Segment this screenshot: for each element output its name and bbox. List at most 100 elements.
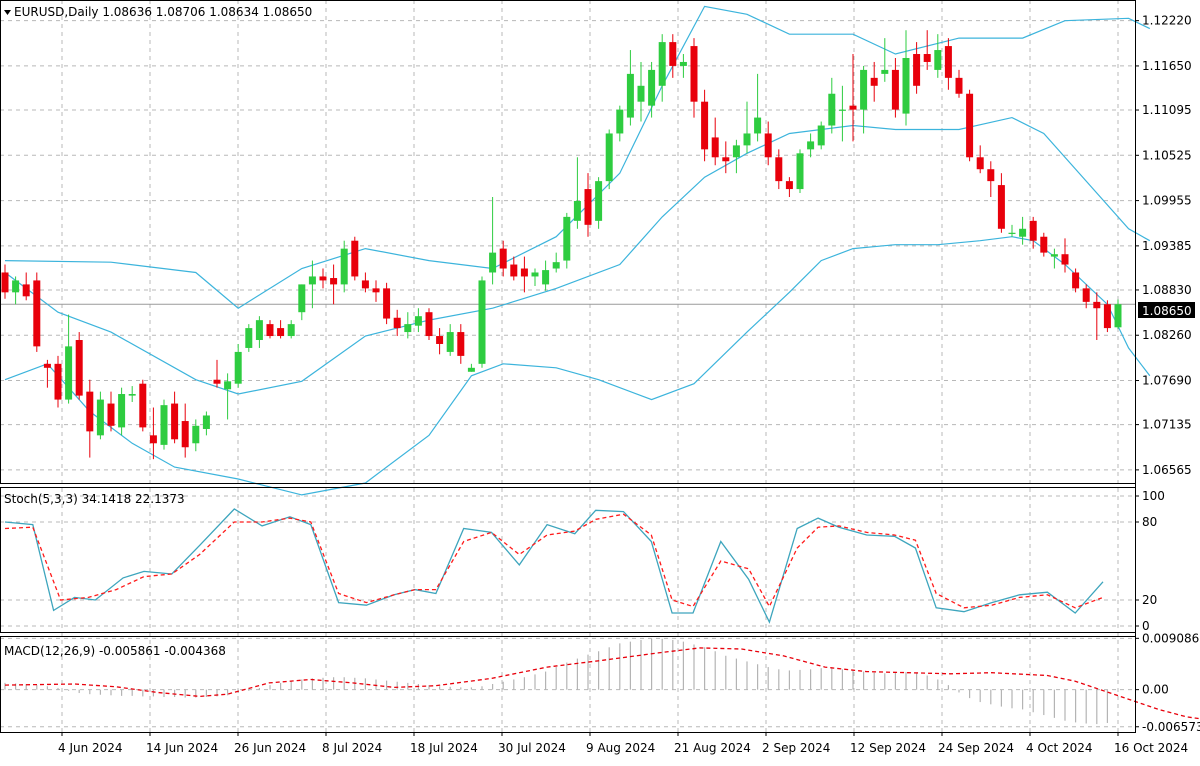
candle-body	[1061, 254, 1069, 265]
candle	[785, 177, 793, 198]
stoch-tick-label: 0	[1142, 619, 1150, 633]
candle	[266, 320, 274, 339]
candle	[510, 256, 518, 281]
candle-body	[43, 363, 51, 368]
candle-body	[754, 117, 762, 134]
macd-signal-line	[4, 647, 1200, 720]
candle-body	[775, 157, 783, 182]
candle	[372, 280, 380, 302]
candle	[690, 38, 698, 118]
candle	[775, 149, 783, 190]
candle	[626, 50, 634, 126]
candle	[849, 54, 857, 142]
candle	[277, 320, 285, 339]
candle-body	[139, 383, 147, 428]
candle-body	[1040, 236, 1048, 253]
candle	[171, 391, 179, 444]
candle	[43, 359, 51, 388]
candle-body	[669, 42, 677, 66]
candle	[881, 38, 889, 82]
candle	[595, 177, 603, 229]
candle	[1, 264, 9, 299]
macd-tick-label: 0.00	[1142, 683, 1169, 697]
candle-body	[446, 332, 454, 352]
candle	[616, 105, 624, 142]
candle-body	[255, 320, 263, 341]
candle-body	[1082, 288, 1090, 302]
price-tick-label: 1.09955	[1142, 194, 1192, 208]
candle-body	[796, 153, 804, 190]
candle-body	[1019, 228, 1027, 237]
candle	[743, 101, 751, 154]
candle	[637, 61, 645, 122]
candle-body	[192, 425, 200, 444]
candle-body	[573, 200, 581, 221]
candle-body	[287, 324, 295, 337]
candle	[425, 308, 433, 341]
candle-body	[404, 324, 412, 333]
candle-body	[351, 240, 359, 277]
candle-body	[107, 403, 115, 426]
candle-body	[934, 50, 942, 70]
candle	[722, 141, 730, 174]
candle-body	[1, 272, 9, 293]
candle-body	[743, 133, 751, 146]
candle	[436, 328, 444, 355]
candle-body	[584, 189, 592, 225]
date-label: 26 Jun 2024	[234, 741, 306, 755]
candle-body	[987, 169, 995, 182]
candle	[1061, 238, 1069, 273]
candle-body	[1072, 272, 1080, 289]
candle-body	[478, 280, 486, 364]
candle-body	[224, 381, 232, 390]
candle	[563, 212, 571, 269]
candle-body	[330, 278, 338, 285]
current-price-label: 1.08650	[1142, 304, 1192, 318]
candle-body	[372, 288, 380, 293]
candle	[54, 355, 62, 408]
y-axis-labels: 1.12220 1.11650 1.11095 1.10525 1.09955 1.093…	[1135, 14, 1200, 734]
date-label: 4 Jun 2024	[58, 741, 123, 755]
collapse-triangle-icon[interactable]	[4, 10, 11, 15]
macd-header-text: MACD(12,26,9) -0.005861 -0.004368	[4, 644, 226, 658]
candle-body	[213, 379, 221, 384]
candle	[828, 77, 836, 134]
candle	[987, 161, 995, 198]
candle-body	[22, 284, 30, 297]
macd-tick-label: -0.006573	[1142, 720, 1200, 734]
candle-body	[902, 57, 910, 114]
candle-body	[361, 280, 369, 289]
candle	[838, 85, 846, 142]
candle	[202, 411, 210, 436]
candle	[902, 30, 910, 126]
candle	[308, 260, 316, 309]
candlesticks	[1, 30, 1122, 460]
candle-body	[605, 133, 613, 182]
price-tick-label: 1.10525	[1142, 148, 1192, 162]
candle-body	[531, 272, 539, 277]
candle-body	[298, 284, 306, 313]
candle	[944, 38, 952, 90]
candle	[107, 391, 115, 432]
candle	[870, 61, 878, 102]
candle	[65, 314, 73, 404]
candle-body	[128, 394, 136, 396]
candle	[701, 89, 709, 162]
price-header-text: EURUSD,Daily 1.08636 1.08706 1.08634 1.0…	[14, 5, 312, 19]
candle	[213, 359, 221, 388]
candle-body	[807, 141, 815, 150]
candle	[732, 139, 740, 174]
candle-body	[764, 133, 772, 158]
stoch-tick-label: 80	[1142, 515, 1157, 529]
candle-body	[245, 328, 253, 348]
candle-body	[1114, 304, 1122, 328]
candle-body	[616, 109, 624, 134]
date-label: 9 Aug 2024	[586, 741, 655, 755]
candle-body	[923, 54, 931, 62]
candle	[764, 121, 772, 166]
candle	[330, 264, 338, 305]
candle-body	[711, 137, 719, 158]
candle	[414, 308, 422, 333]
candle-body	[118, 394, 126, 428]
